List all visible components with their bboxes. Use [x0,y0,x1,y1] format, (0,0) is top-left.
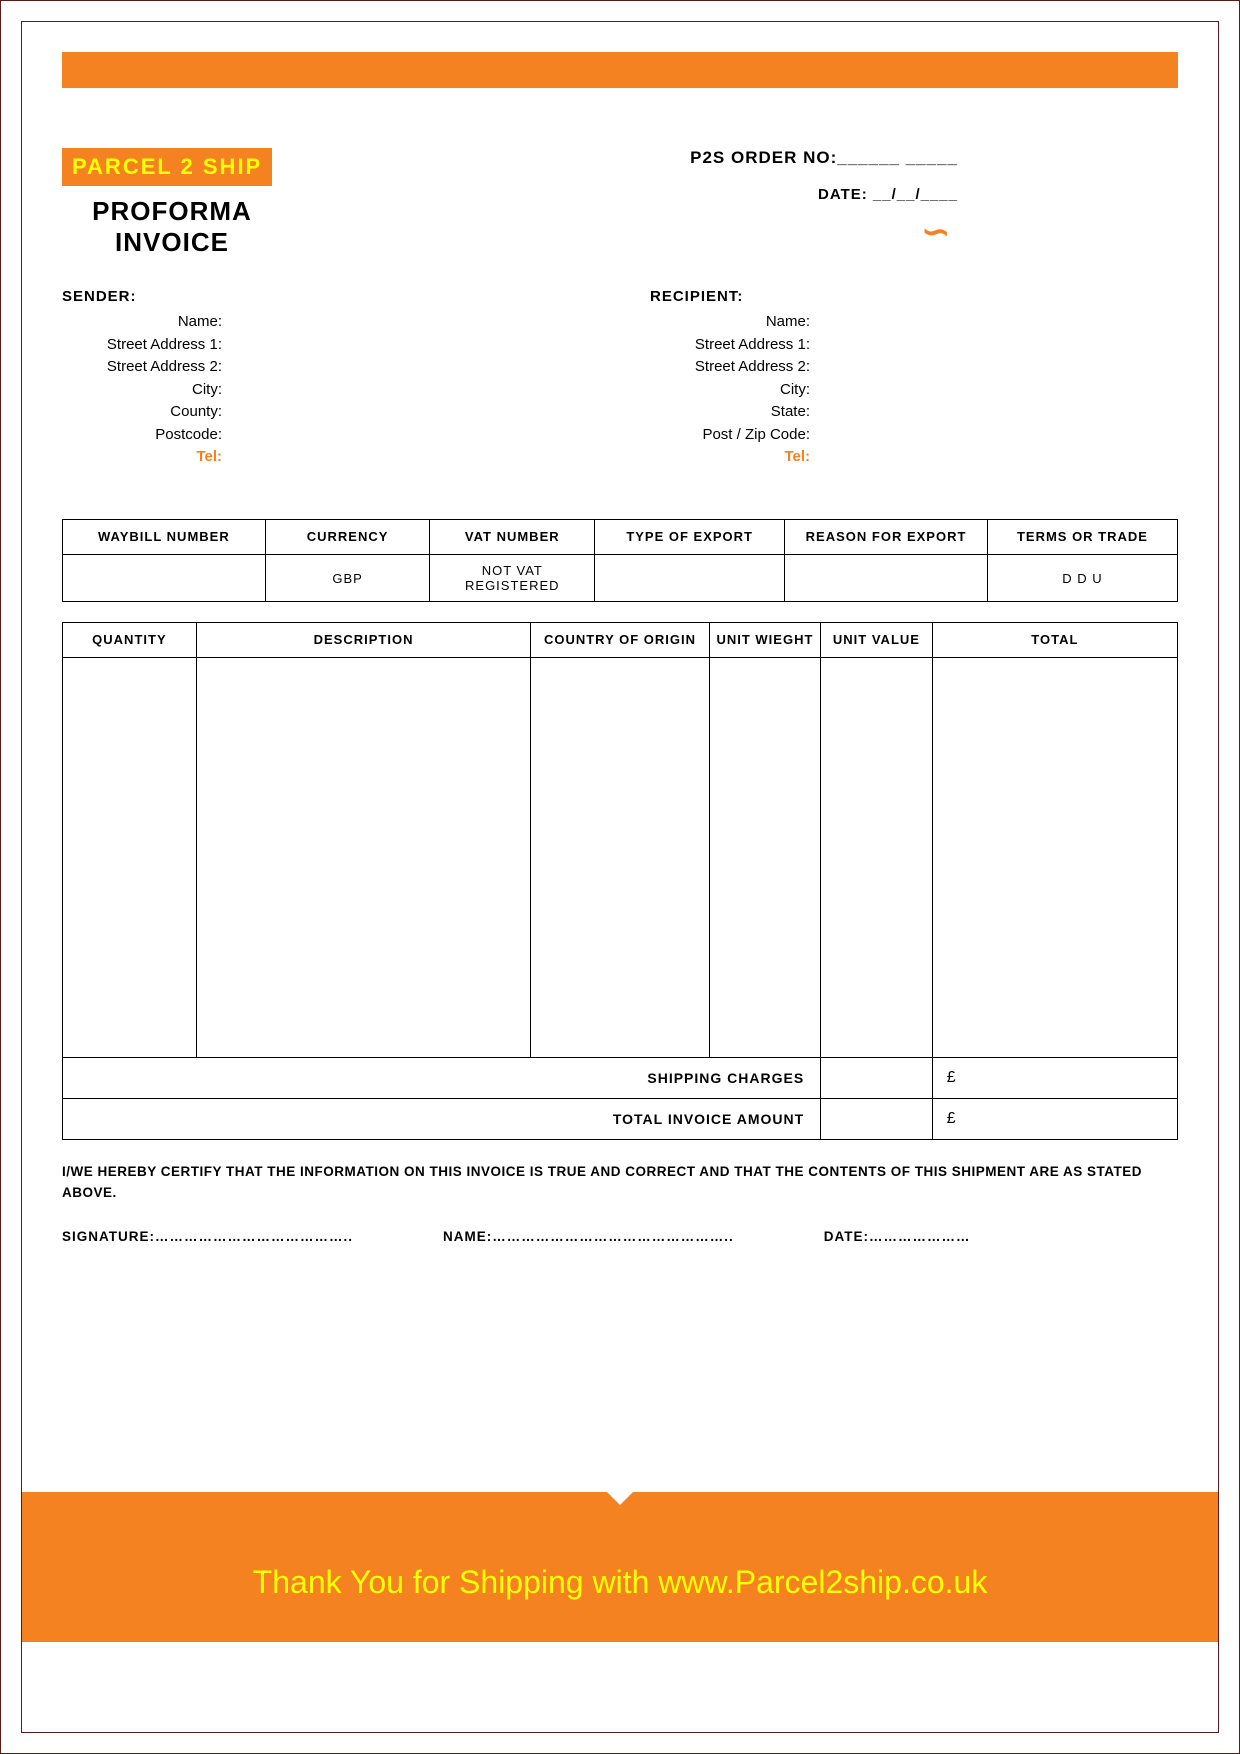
footer-band: Thank You for Shipping with www.Parcel2s… [22,1492,1218,1642]
col-desc: DESCRIPTION [196,623,531,658]
cell-currency: GBP [265,555,430,602]
sender-title: SENDER: [62,288,590,305]
items-header-row: QUANTITY DESCRIPTION COUNTRY OF ORIGIN U… [63,623,1178,658]
name-field: NAME:………………………………………….. [443,1229,734,1244]
title-line1: PROFORMA [92,196,252,226]
logo-badge: PARCEL 2 SHIP [62,148,274,186]
details-table: WAYBILL NUMBER CURRENCY VAT NUMBER TYPE … [62,519,1178,602]
order-number-label: P2S ORDER NO:______ _____ [690,148,958,168]
recipient-tel: Tel: [650,446,810,469]
col-terms: TERMS OR TRADE [987,519,1177,554]
cell-qty [63,658,197,1058]
date-field: DATE:………………… [824,1229,971,1244]
details-data-row: GBP NOT VAT REGISTERED D D U [63,555,1178,602]
total-label: TOTAL INVOICE AMOUNT [63,1099,821,1140]
shipping-value: £ [932,1058,1177,1099]
col-currency: CURRENCY [265,519,430,554]
header-row: PARCEL 2 SHIP PROFORMA INVOICE P2S ORDER… [62,148,1178,258]
certification-text: I/WE HEREBY CERTIFY THAT THE INFORMATION… [62,1162,1178,1203]
recipient-zip: Post / Zip Code: [650,424,810,447]
recipient-column: RECIPIENT: Name: Street Address 1: Stree… [650,288,1178,469]
items-table: QUANTITY DESCRIPTION COUNTRY OF ORIGIN U… [62,622,1178,1140]
header-right: P2S ORDER NO:______ _____ DATE: __/__/__… [690,148,1178,249]
cell-terms: D D U [987,555,1177,602]
recipient-state: State: [650,401,810,424]
signature-row: SIGNATURE:………………………………….. NAME:………………………… [62,1229,1178,1244]
sender-tel: Tel: [62,446,222,469]
sender-postcode: Postcode: [62,424,222,447]
cell-export-reason [785,555,988,602]
cell-export-type [595,555,785,602]
col-qty: QUANTITY [63,623,197,658]
sender-fields: Name: Street Address 1: Street Address 2… [62,311,590,469]
col-weight: UNIT WIEGHT [709,623,821,658]
cell-origin [531,658,709,1058]
total-value: £ [932,1099,1177,1140]
footer-notch-icon [606,1491,634,1505]
page-container: PARCEL 2 SHIP PROFORMA INVOICE P2S ORDER… [0,0,1240,1754]
cell-desc [196,658,531,1058]
logo-block: PARCEL 2 SHIP PROFORMA INVOICE [62,148,282,258]
flourish-icon: ∽ [690,215,958,249]
cell-vat: NOT VAT REGISTERED [430,555,595,602]
details-header-row: WAYBILL NUMBER CURRENCY VAT NUMBER TYPE … [63,519,1178,554]
address-section: SENDER: Name: Street Address 1: Street A… [62,288,1178,469]
recipient-addr2: Street Address 2: [650,356,810,379]
inner-frame: PARCEL 2 SHIP PROFORMA INVOICE P2S ORDER… [21,21,1219,1733]
sender-column: SENDER: Name: Street Address 1: Street A… [62,288,590,469]
col-export-reason: REASON FOR EXPORT [785,519,988,554]
recipient-title: RECIPIENT: [650,288,1178,305]
col-value: UNIT VALUE [821,623,933,658]
col-total: TOTAL [932,623,1177,658]
col-origin: COUNTRY OF ORIGIN [531,623,709,658]
items-body-row [63,658,1178,1058]
col-waybill: WAYBILL NUMBER [63,519,266,554]
col-export-type: TYPE OF EXPORT [595,519,785,554]
logo-text: PARCEL 2 SHIP [72,154,262,179]
recipient-addr1: Street Address 1: [650,334,810,357]
cell-value [821,658,933,1058]
total-empty [821,1099,933,1140]
date-label: DATE: __/__/____ [690,186,958,203]
recipient-fields: Name: Street Address 1: Street Address 2… [650,311,1178,469]
shipping-row: SHIPPING CHARGES £ [63,1058,1178,1099]
title-line2: INVOICE [115,227,229,257]
sender-city: City: [62,379,222,402]
shipping-empty [821,1058,933,1099]
document-title: PROFORMA INVOICE [62,196,282,258]
signature-field: SIGNATURE:………………………………….. [62,1229,353,1244]
col-vat: VAT NUMBER [430,519,595,554]
sender-addr2: Street Address 2: [62,356,222,379]
cell-waybill [63,555,266,602]
cell-weight [709,658,821,1058]
shipping-label: SHIPPING CHARGES [63,1058,821,1099]
recipient-city: City: [650,379,810,402]
top-accent-bar [62,52,1178,88]
sender-county: County: [62,401,222,424]
cell-total [932,658,1177,1058]
total-row: TOTAL INVOICE AMOUNT £ [63,1099,1178,1140]
sender-addr1: Street Address 1: [62,334,222,357]
sender-name: Name: [62,311,222,334]
recipient-name: Name: [650,311,810,334]
footer-text: Thank You for Shipping with www.Parcel2s… [253,1564,988,1601]
